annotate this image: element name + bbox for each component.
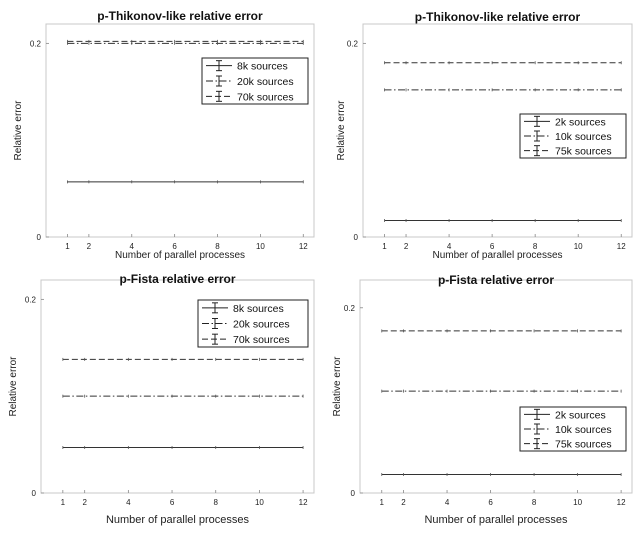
plot-area <box>359 279 633 494</box>
x-tick-label: 6 <box>490 242 495 251</box>
x-tick-label: 4 <box>126 498 131 507</box>
y-tick-label: 0 <box>32 489 37 498</box>
y-tick-label: 0.2 <box>347 39 359 48</box>
legend-label: 75k sources <box>555 439 612 451</box>
chart-title: p-Thikonov-like relative error <box>415 10 581 24</box>
y-axis-label: Relative error <box>336 100 347 161</box>
series-2 <box>67 41 304 45</box>
x-tick-label: 10 <box>256 242 265 251</box>
x-tick-label: 8 <box>533 242 538 251</box>
x-tick-label: 2 <box>401 498 406 507</box>
x-tick-label: 12 <box>299 498 308 507</box>
series-2 <box>384 88 622 92</box>
x-tick-label: 10 <box>573 498 582 507</box>
legend: 2k sources 10k sources 75k sources <box>519 406 627 452</box>
chart-title: p-Thikonov-like relative error <box>97 9 263 23</box>
legend-label: 8k sources <box>237 61 288 73</box>
series-1 <box>381 472 622 476</box>
x-axis-label: Number of parallel processes <box>424 514 568 526</box>
series-1 <box>384 219 622 223</box>
legend: 8k sources 20k sources 70k sources <box>201 57 309 105</box>
series-2 <box>381 389 622 393</box>
y-axis-label: Relative error <box>13 100 24 161</box>
chart-title: p-Fista relative error <box>438 273 554 287</box>
chart-panel-1: p-Thikonov-like relative error Relative e… <box>13 9 315 261</box>
x-tick-label: 12 <box>299 242 308 251</box>
y-tick-label: 0.2 <box>25 295 37 304</box>
legend-label: 20k sources <box>237 76 294 88</box>
x-axis-label: Number of parallel processes <box>106 514 250 526</box>
series-3 <box>381 329 622 333</box>
x-tick-label: 12 <box>617 498 626 507</box>
chart-panel-2: p-Thikonov-like relative error Relative e… <box>336 10 633 261</box>
x-tick-label: 1 <box>65 242 70 251</box>
legend-label: 70k sources <box>233 334 290 346</box>
legend-label: 2k sources <box>555 409 606 421</box>
x-axis-label: Number of parallel processes <box>432 250 562 261</box>
plot-area <box>45 23 315 238</box>
legend-label: 20k sources <box>233 319 290 331</box>
series-3 <box>384 61 622 65</box>
y-tick-label: 0 <box>354 233 359 242</box>
x-tick-label: 6 <box>172 242 177 251</box>
legend: 8k sources 20k sources 70k sources <box>197 299 309 348</box>
plot-area <box>40 279 315 494</box>
legend-label: 10k sources <box>555 131 612 143</box>
x-tick-label: 4 <box>447 242 452 251</box>
x-tick-label: 10 <box>574 242 583 251</box>
x-tick-label: 8 <box>215 242 220 251</box>
y-tick-label: 0 <box>351 489 356 498</box>
legend-label: 10k sources <box>555 424 612 436</box>
x-tick-label: 1 <box>382 242 387 251</box>
legend-label: 8k sources <box>233 303 284 315</box>
x-tick-label: 2 <box>82 498 87 507</box>
y-tick-label: 0 <box>37 233 42 242</box>
series-2 <box>62 394 304 398</box>
series-3 <box>62 357 304 361</box>
x-tick-label: 4 <box>130 242 135 251</box>
x-tick-label: 10 <box>255 498 264 507</box>
legend-label: 2k sources <box>555 116 606 128</box>
x-axis-label: Number of parallel processes <box>115 250 245 261</box>
series-1 <box>67 180 304 184</box>
x-tick-label: 6 <box>170 498 175 507</box>
series-3 <box>67 39 304 43</box>
series-1 <box>62 445 304 449</box>
x-tick-label: 8 <box>213 498 218 507</box>
y-axis-label: Relative error <box>332 356 343 417</box>
y-tick-label: 0.2 <box>344 304 356 313</box>
x-tick-label: 2 <box>87 242 92 251</box>
x-tick-label: 1 <box>380 498 385 507</box>
x-tick-label: 1 <box>61 498 66 507</box>
x-tick-label: 12 <box>617 242 626 251</box>
legend-label: 75k sources <box>555 146 612 158</box>
x-tick-label: 2 <box>404 242 409 251</box>
y-tick-label: 0.2 <box>30 39 42 48</box>
chart-panel-4: p-Fista relative error Relative error Numb… <box>332 273 633 526</box>
y-axis-label: Relative error <box>8 356 19 417</box>
plot-area <box>362 23 633 238</box>
legend: 2k sources 10k sources 75k sources <box>519 113 627 159</box>
chart-title: p-Fista relative error <box>119 272 235 286</box>
x-tick-label: 8 <box>532 498 537 507</box>
legend-label: 70k sources <box>237 91 294 103</box>
x-tick-label: 6 <box>488 498 493 507</box>
chart-panel-3: p-Fista relative error Relative error Numb… <box>8 272 315 526</box>
x-tick-label: 4 <box>445 498 450 507</box>
